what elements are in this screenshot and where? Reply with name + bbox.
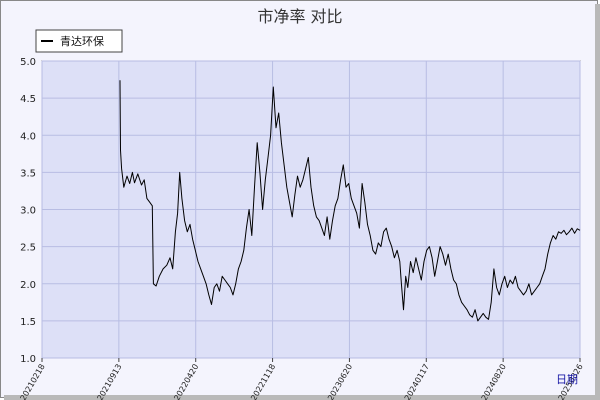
y-tick-label: 1.0 <box>20 354 36 365</box>
x-tick-label: 20210913 <box>95 363 123 400</box>
y-axis: 5.0 4.5 4.0 3.5 3.0 2.5 2.0 1.5 1.0 <box>20 57 36 365</box>
y-tick-label: 4.5 <box>20 94 36 105</box>
x-tick-label: 20220420 <box>172 363 200 400</box>
legend-box <box>35 29 123 53</box>
x-tick-label: 20230620 <box>326 363 354 400</box>
x-tick-label: 20240820 <box>480 362 508 400</box>
x-tick-label: 20240117 <box>403 363 431 400</box>
x-tick-label: 20221118 <box>249 363 277 400</box>
series-line-0 <box>119 80 581 322</box>
y-tick-label: 2.5 <box>20 243 36 254</box>
y-tick-label: 5.0 <box>20 57 36 68</box>
y-tick-label: 3.0 <box>20 206 36 217</box>
x-tick-label: 20210218 <box>19 363 47 400</box>
grid-lines <box>41 60 581 359</box>
series-layer <box>119 80 581 322</box>
chart-title: 市净率 对比 <box>257 7 342 26</box>
legend-label: 青达环保 <box>60 34 104 48</box>
y-tick-label: 3.5 <box>20 168 36 179</box>
frame-shadow-right <box>595 4 600 400</box>
legend: 青达环保 <box>35 29 123 53</box>
frame-shadow-bottom <box>4 395 600 400</box>
y-tick-label: 4.0 <box>20 131 36 142</box>
y-tick-label: 1.5 <box>20 317 36 328</box>
y-tick-label: 2.0 <box>20 280 36 291</box>
x-corner-label: 日期 <box>556 373 578 386</box>
x-axis: 20210218 20210913 20220420 20221118 20230620… <box>19 358 585 400</box>
